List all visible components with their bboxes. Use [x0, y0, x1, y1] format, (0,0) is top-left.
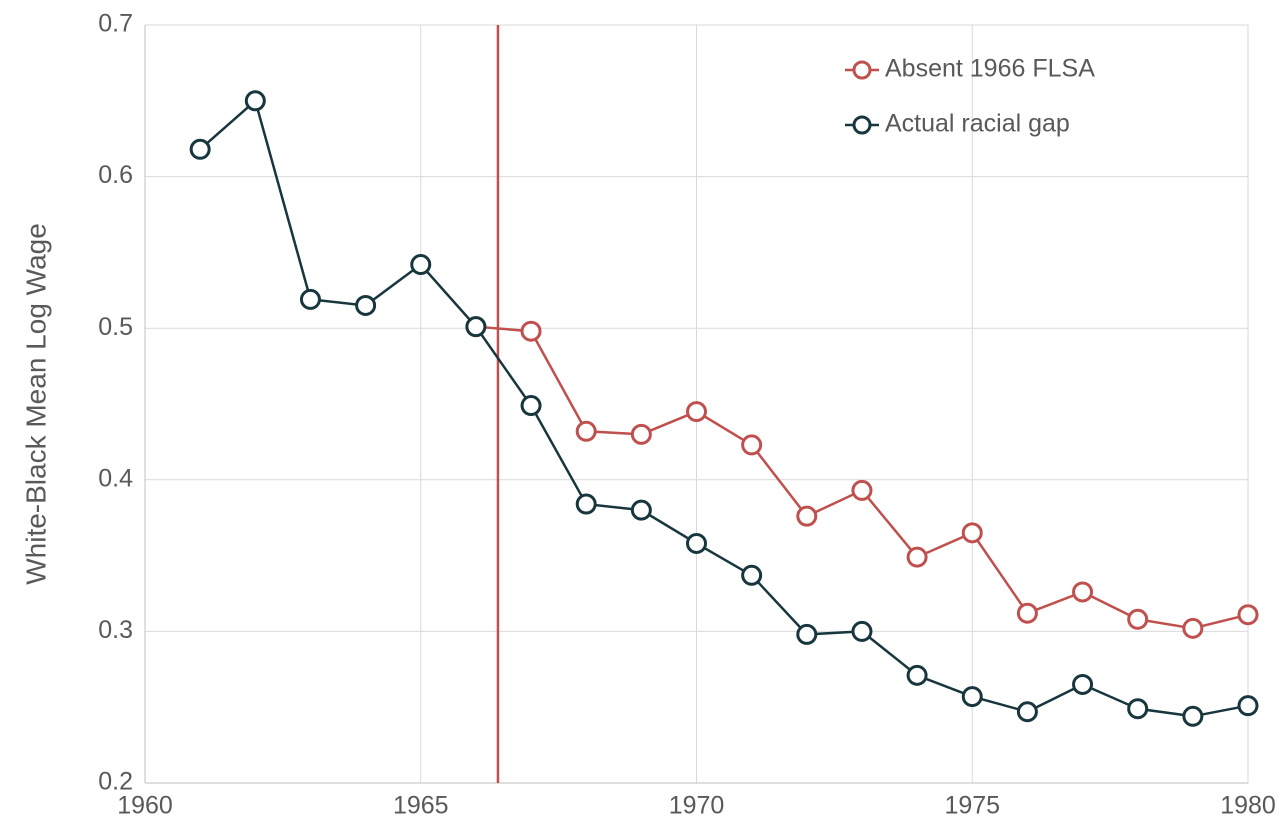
data-point	[1072, 673, 1094, 695]
data-point	[410, 254, 432, 276]
series-line	[199, 98, 1249, 718]
data-point	[906, 664, 928, 686]
data-point	[961, 686, 983, 708]
data-point	[1182, 705, 1204, 727]
data-point	[1182, 617, 1204, 639]
data-point	[630, 423, 652, 445]
data-point	[520, 395, 542, 417]
data-point	[851, 479, 873, 501]
data-point	[1127, 698, 1149, 720]
data-point	[961, 522, 983, 544]
data-point	[189, 138, 211, 160]
data-point	[520, 320, 542, 342]
data-point	[686, 532, 707, 554]
data-point	[355, 294, 377, 316]
data-point	[630, 499, 652, 521]
legend-marker	[852, 60, 872, 80]
y-tick-label: 0.2	[98, 768, 133, 796]
y-tick-label: 0.5	[98, 313, 133, 341]
data-point	[1237, 695, 1259, 717]
legend-label: Absent 1966 FLSA	[885, 55, 1095, 83]
data-point	[796, 505, 818, 527]
data-point	[575, 493, 597, 515]
x-tick-label: 1960	[117, 792, 173, 820]
data-point	[1072, 581, 1094, 603]
data-point	[1127, 608, 1149, 630]
data-point	[851, 620, 873, 642]
data-point	[244, 90, 266, 112]
y-tick-label: 0.3	[98, 616, 133, 644]
series-line	[475, 325, 1249, 630]
y-tick-label: 0.7	[98, 10, 133, 38]
data-point	[1016, 701, 1038, 723]
y-tick-label: 0.6	[98, 161, 133, 189]
x-tick-label: 1980	[1220, 792, 1276, 820]
data-point	[575, 420, 597, 442]
x-tick-label: 1970	[669, 792, 725, 820]
y-tick-label: 0.4	[98, 464, 133, 492]
data-point	[465, 316, 487, 338]
data-point	[299, 288, 321, 310]
data-point	[796, 623, 818, 645]
data-point	[686, 401, 707, 423]
data-point	[1016, 602, 1038, 624]
legend-marker	[852, 115, 872, 135]
legend-label: Actual racial gap	[885, 110, 1070, 138]
data-point	[741, 564, 763, 586]
y-axis-label: White-Black Mean Log Wage	[20, 223, 51, 585]
data-point	[1237, 604, 1259, 626]
x-tick-label: 1975	[944, 792, 1000, 820]
data-point	[741, 434, 763, 456]
x-tick-label: 1965	[393, 792, 449, 820]
data-point	[906, 546, 928, 568]
